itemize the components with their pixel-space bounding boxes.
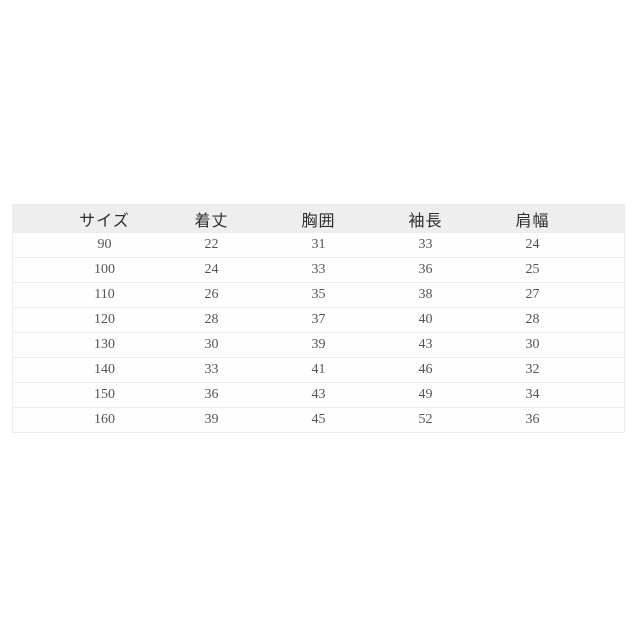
- col-header-sleeve: 袖長: [408, 212, 443, 230]
- table-header-row: サイズ 着丈 胸囲 袖長 肩幅: [13, 205, 624, 232]
- table-cell: 34: [525, 387, 540, 402]
- table-cell: 24: [525, 237, 540, 252]
- table-cell: 40: [418, 312, 433, 327]
- table-cell: 24: [204, 262, 219, 277]
- table-cell: 90: [97, 237, 112, 252]
- table-cell: 160: [94, 412, 115, 427]
- table-cell: 49: [418, 387, 433, 402]
- col-header-length: 着丈: [194, 212, 229, 230]
- table-cell: 33: [418, 237, 433, 252]
- table-cell: 36: [418, 262, 433, 277]
- table-cell: 39: [311, 337, 326, 352]
- table-cell: 120: [94, 312, 115, 327]
- col-header-shoulder: 肩幅: [515, 212, 550, 230]
- table-cell: 22: [204, 237, 219, 252]
- col-header-size: サイズ: [79, 212, 130, 230]
- table-cell: 52: [418, 412, 433, 427]
- col-header-chest: 胸囲: [301, 212, 336, 230]
- table-row: 150 36 43 49 34: [13, 382, 624, 407]
- table-row: 130 30 39 43 30: [13, 332, 624, 357]
- table-cell: 41: [311, 362, 326, 377]
- table-cell: 37: [311, 312, 326, 327]
- table-cell: 45: [311, 412, 326, 427]
- table-cell: 140: [94, 362, 115, 377]
- table-cell: 110: [94, 287, 115, 302]
- table-cell: 28: [525, 312, 540, 327]
- table-cell: 38: [418, 287, 433, 302]
- table-cell: 33: [311, 262, 326, 277]
- table-cell: 35: [311, 287, 326, 302]
- table-row: 110 26 35 38 27: [13, 282, 624, 307]
- table-row: 120 28 37 40 28: [13, 307, 624, 332]
- table-cell: 33: [204, 362, 219, 377]
- table-cell: 43: [418, 337, 433, 352]
- table-cell: 26: [204, 287, 219, 302]
- table-cell: 36: [525, 412, 540, 427]
- table-cell: 28: [204, 312, 219, 327]
- table-cell: 46: [418, 362, 433, 377]
- table-cell: 27: [525, 287, 540, 302]
- table-row: 100 24 33 36 25: [13, 257, 624, 282]
- table-row: 90 22 31 33 24: [13, 232, 624, 257]
- table-cell: 25: [525, 262, 540, 277]
- table-cell: 150: [94, 387, 115, 402]
- table-cell: 30: [525, 337, 540, 352]
- table-cell: 36: [204, 387, 219, 402]
- table-cell: 39: [204, 412, 219, 427]
- table-cell: 130: [94, 337, 115, 352]
- table-row: 160 39 45 52 36: [13, 407, 624, 432]
- table-cell: 30: [204, 337, 219, 352]
- table-row: 140 33 41 46 32: [13, 357, 624, 382]
- table-cell: 43: [311, 387, 326, 402]
- size-spec-table: サイズ 着丈 胸囲 袖長 肩幅 90 22 31 33 24 100 24 33…: [12, 204, 625, 433]
- table-cell: 31: [311, 237, 326, 252]
- table-cell: 32: [525, 362, 540, 377]
- table-cell: 100: [94, 262, 115, 277]
